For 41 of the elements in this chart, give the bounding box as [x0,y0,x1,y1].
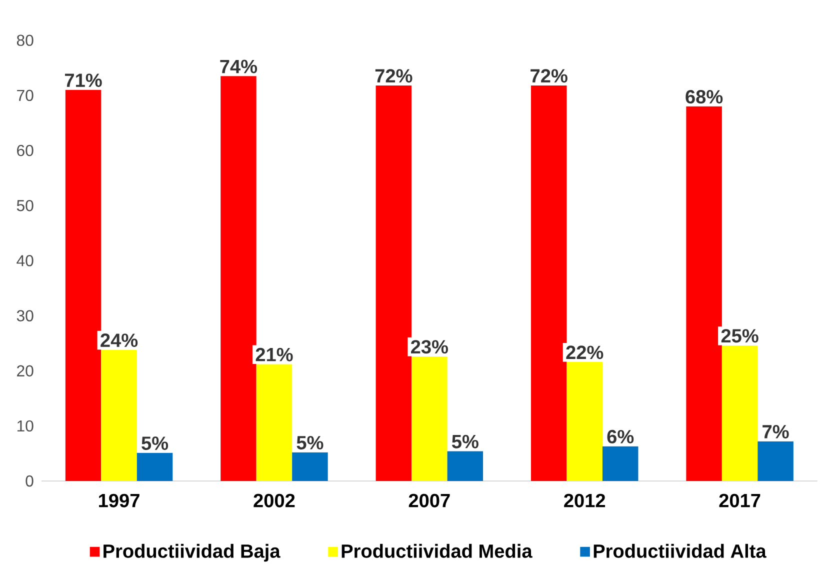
data-label: 68% [686,90,723,104]
data-label: 5% [142,436,168,450]
y-tick-label: 80 [16,34,34,46]
legend-label: Productiividad Media [342,544,532,558]
data-label: 7% [762,425,789,438]
y-tick-label: 10 [17,420,34,432]
bar [686,106,722,482]
data-label: 21% [256,348,293,362]
x-tick-label: 1997 [99,494,140,508]
y-tick-label: 50 [16,200,34,212]
data-label: 72% [530,69,568,83]
y-tick-label: 0 [26,475,34,487]
data-label: 24% [100,334,138,348]
data-label: 71% [65,74,102,87]
data-label: 23% [411,340,448,354]
bar [136,452,173,482]
bar [65,90,102,482]
x-tick-label: 2007 [408,494,450,508]
legend-label: Productiividad Baja [104,544,280,562]
data-label: 72% [375,69,412,83]
data-label: 25% [721,329,758,343]
y-tick-label: 40 [16,255,34,266]
y-tick-label: 70 [17,90,34,102]
x-tick-label: 2012 [564,494,606,508]
data-label: 74% [220,60,258,74]
y-tick-label: 60 [17,144,34,156]
y-tick-label: 20 [17,365,34,376]
y-tick-label: 30 [16,310,34,322]
bar [566,362,602,482]
x-tick-label: 2017 [719,494,760,508]
bar [722,346,758,482]
bar [758,441,794,482]
legend-label: Productiividad Alta [594,544,766,558]
bar [256,364,292,482]
data-label: 22% [566,346,604,360]
data-label: 6% [607,430,634,444]
data-label: 5% [452,434,478,448]
data-label: 5% [296,436,324,450]
bar [292,452,328,482]
bar [412,356,448,482]
x-tick-label: 2002 [254,494,295,508]
